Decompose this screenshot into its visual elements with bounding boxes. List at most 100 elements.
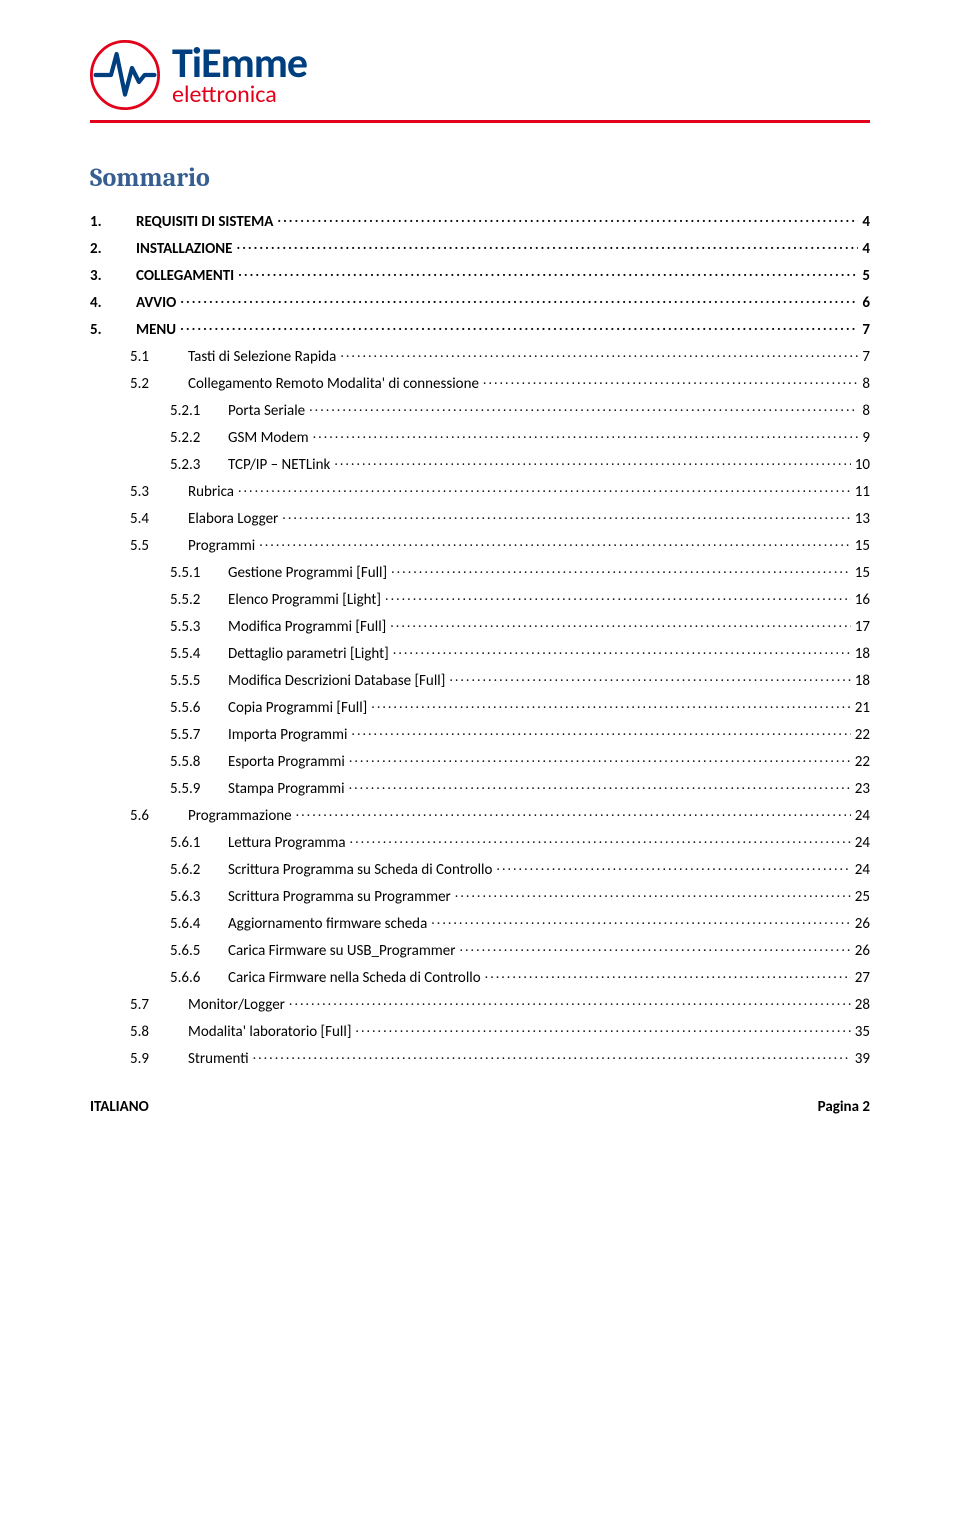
toc-leader-dots <box>313 427 859 442</box>
toc-entry[interactable]: 5.MENU7 <box>90 319 870 339</box>
toc-entry[interactable]: 5.5.6Copia Programmi [Full]21 <box>90 697 870 717</box>
toc-entry-label: COLLEGAMENTI <box>136 267 234 285</box>
toc-entry[interactable]: 5.5.9Stampa Programmi23 <box>90 778 870 798</box>
toc-entry[interactable]: 5.6.3Scrittura Programma su Programmer25 <box>90 886 870 906</box>
toc-entry[interactable]: 5.5.3Modifica Programmi [Full]17 <box>90 616 870 636</box>
toc-entry-label: Programmazione <box>188 807 292 825</box>
toc-entry[interactable]: 5.6.1Lettura Programma24 <box>90 832 870 852</box>
toc-entry-page: 8 <box>862 375 870 393</box>
toc-entry-page: 25 <box>855 888 870 906</box>
toc-entry[interactable]: 5.6.4Aggiornamento firmware scheda26 <box>90 913 870 933</box>
toc-entry-page: 28 <box>855 996 870 1014</box>
toc-leader-dots <box>349 778 851 793</box>
toc-entry-number: 5.5.4 <box>170 645 222 663</box>
toc-entry-page: 21 <box>855 699 870 717</box>
toc-entry[interactable]: 5.5.8 Esporta Programmi 22 <box>90 751 870 771</box>
page-footer: ITALIANO Pagina 2 <box>90 1098 870 1116</box>
toc-entry[interactable]: 5.7 Monitor/Logger 28 <box>90 994 870 1014</box>
toc-entry-label: Carica Firmware su USB_Programmer <box>228 942 455 960</box>
toc-entry-label: Elabora Logger <box>188 510 278 528</box>
toc-entry-page: 26 <box>855 915 870 933</box>
toc-entry-number: 5.2.1 <box>170 402 222 420</box>
toc-entry-number: 4. <box>90 294 130 312</box>
toc-entry-number: 5.2.2 <box>170 429 222 447</box>
toc-leader-dots <box>180 319 858 334</box>
toc-leader-dots <box>259 535 851 550</box>
toc-leader-dots <box>431 913 851 928</box>
toc-leader-dots <box>334 454 850 469</box>
footer-left: ITALIANO <box>90 1098 149 1116</box>
footer-right: Pagina 2 <box>818 1098 870 1116</box>
toc-entry[interactable]: 5.1Tasti di Selezione Rapida7 <box>90 346 870 366</box>
toc-leader-dots <box>483 373 858 388</box>
toc-entry[interactable]: 5.5Programmi15 <box>90 535 870 555</box>
toc-entry-page: 10 <box>855 456 870 474</box>
toc-entry[interactable]: 5.5.5Modifica Descrizioni Database [Full… <box>90 670 870 690</box>
toc-entry[interactable]: 1.REQUISITI DI SISTEMA4 <box>90 211 870 231</box>
toc-entry-label: Scrittura Programma su Scheda di Control… <box>228 861 492 879</box>
toc-entry-number: 5.9 <box>130 1050 182 1068</box>
toc-entry-page: 13 <box>855 510 870 528</box>
toc-entry[interactable]: 5.6.5Carica Firmware su USB_Programmer26 <box>90 940 870 960</box>
toc-leader-dots <box>340 346 858 361</box>
document-page: TiEmme elettronica Sommario 1.REQUISITI … <box>0 0 960 1146</box>
toc-entry-label: Porta Seriale <box>228 402 305 420</box>
toc-entry-label: Gestione Programmi [Full] <box>228 564 387 582</box>
toc-entry-label: TCP/IP – NETLink <box>228 456 330 474</box>
toc-entry-page: 9 <box>862 429 870 447</box>
toc-entry-number: 5.6.1 <box>170 834 222 852</box>
toc-entry[interactable]: 5.6.2Scrittura Programma su Scheda di Co… <box>90 859 870 879</box>
toc-leader-dots <box>496 859 850 874</box>
toc-entry-number: 5.5.8 <box>170 753 222 771</box>
toc-entry[interactable]: 5.8Modalita' laboratorio [Full]35 <box>90 1021 870 1041</box>
toc-entry-page: 15 <box>855 564 870 582</box>
toc-entry[interactable]: 5.9Strumenti39 <box>90 1048 870 1068</box>
toc-entry[interactable]: 5.2Collegamento Remoto Modalita' di conn… <box>90 373 870 393</box>
toc-entry-number: 5.5.9 <box>170 780 222 798</box>
toc-entry[interactable]: 5.2.3 TCP/IP – NETLink 10 <box>90 454 870 474</box>
toc-entry-label: Monitor/Logger <box>188 996 285 1014</box>
toc-entry-number: 5.5.7 <box>170 726 222 744</box>
toc-entry-page: 22 <box>855 753 870 771</box>
toc-entry-number: 5. <box>90 321 130 339</box>
toc-leader-dots <box>236 238 858 253</box>
toc-entry-label: Dettaglio parametri [Light] <box>228 645 389 663</box>
toc-entry[interactable]: 3.COLLEGAMENTI5 <box>90 265 870 285</box>
toc-entry-page: 15 <box>855 537 870 555</box>
toc-entry[interactable]: 5.3Rubrica11 <box>90 481 870 501</box>
toc-leader-dots <box>371 697 851 712</box>
toc-leader-dots <box>350 832 851 847</box>
toc-leader-dots <box>180 292 858 307</box>
toc-entry[interactable]: 5.6.6Carica Firmware nella Scheda di Con… <box>90 967 870 987</box>
toc-entry-number: 5.6.4 <box>170 915 222 933</box>
toc-entry-label: Tasti di Selezione Rapida <box>188 348 336 366</box>
toc-entry[interactable]: 5.5.1Gestione Programmi [Full]15 <box>90 562 870 582</box>
toc-entry-number: 5.7 <box>130 996 182 1014</box>
toc-entry-number: 5.8 <box>130 1023 182 1041</box>
toc-entry-number: 5.2 <box>130 375 182 393</box>
toc-entry[interactable]: 5.4Elabora Logger13 <box>90 508 870 528</box>
toc-entry[interactable]: 5.5.2Elenco Programmi [Light]16 <box>90 589 870 609</box>
toc-entry[interactable]: 5.5.7Importa Programmi22 <box>90 724 870 744</box>
toc-entry[interactable]: 5.5.4Dettaglio parametri [Light]18 <box>90 643 870 663</box>
toc-entry[interactable]: 5.2.1Porta Seriale8 <box>90 400 870 420</box>
toc-entry-label: Strumenti <box>188 1050 249 1068</box>
toc-entry-label: Carica Firmware nella Scheda di Controll… <box>228 969 481 987</box>
toc-entry[interactable]: 4.AVVIO6 <box>90 292 870 312</box>
toc-entry-label: Esporta Programmi <box>228 753 345 771</box>
toc-entry-number: 5.3 <box>130 483 182 501</box>
brand-logo-icon <box>90 40 160 110</box>
header-rule <box>90 120 870 123</box>
toc-entry[interactable]: 5.2.2GSM Modem9 <box>90 427 870 447</box>
toc-entry-page: 22 <box>855 726 870 744</box>
toc-entry-label: Rubrica <box>188 483 234 501</box>
toc-entry-label: Modifica Programmi [Full] <box>228 618 386 636</box>
toc-entry-number: 5.2.3 <box>170 456 222 474</box>
toc-entry-number: 5.6 <box>130 807 182 825</box>
toc-entry-number: 5.5.6 <box>170 699 222 717</box>
toc-entry-page: 18 <box>855 672 870 690</box>
toc-entry[interactable]: 5.6Programmazione24 <box>90 805 870 825</box>
toc-entry-page: 24 <box>855 861 870 879</box>
toc-entry[interactable]: 2.INSTALLAZIONE4 <box>90 238 870 258</box>
toc-entry-number: 5.6.3 <box>170 888 222 906</box>
